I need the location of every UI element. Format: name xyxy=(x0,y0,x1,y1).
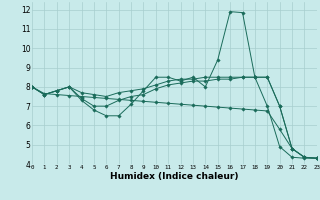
X-axis label: Humidex (Indice chaleur): Humidex (Indice chaleur) xyxy=(110,172,239,181)
